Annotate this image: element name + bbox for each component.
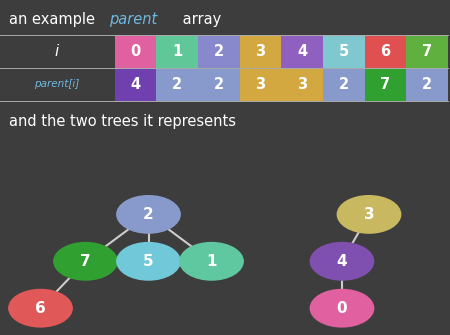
- FancyBboxPatch shape: [157, 35, 198, 68]
- FancyBboxPatch shape: [115, 35, 157, 68]
- Text: 2: 2: [214, 44, 224, 59]
- FancyBboxPatch shape: [323, 68, 364, 100]
- Ellipse shape: [179, 242, 244, 281]
- Text: an example: an example: [9, 12, 99, 27]
- Text: 2: 2: [214, 77, 224, 92]
- Text: 2: 2: [422, 77, 432, 92]
- Text: 3: 3: [256, 44, 266, 59]
- Text: parent: parent: [109, 12, 158, 27]
- FancyBboxPatch shape: [323, 35, 364, 68]
- Text: 2: 2: [143, 207, 154, 222]
- Ellipse shape: [116, 195, 181, 234]
- Text: array: array: [178, 12, 221, 27]
- Text: 6: 6: [35, 301, 46, 316]
- Ellipse shape: [8, 289, 73, 328]
- Text: 0: 0: [337, 301, 347, 316]
- Text: 7: 7: [422, 44, 432, 59]
- FancyBboxPatch shape: [364, 68, 406, 100]
- FancyBboxPatch shape: [115, 68, 157, 100]
- Ellipse shape: [310, 289, 374, 328]
- Text: 4: 4: [130, 77, 140, 92]
- Text: 7: 7: [80, 254, 91, 269]
- Text: 3: 3: [256, 77, 266, 92]
- FancyBboxPatch shape: [198, 68, 239, 100]
- Ellipse shape: [337, 195, 401, 234]
- Ellipse shape: [310, 242, 374, 281]
- FancyBboxPatch shape: [239, 35, 281, 68]
- Text: 2: 2: [172, 77, 182, 92]
- Text: i: i: [54, 44, 58, 59]
- Ellipse shape: [53, 242, 118, 281]
- Ellipse shape: [116, 242, 181, 281]
- FancyBboxPatch shape: [364, 35, 406, 68]
- Text: 1: 1: [172, 44, 182, 59]
- Text: 5: 5: [338, 44, 349, 59]
- FancyBboxPatch shape: [281, 35, 323, 68]
- FancyBboxPatch shape: [239, 68, 281, 100]
- FancyBboxPatch shape: [157, 68, 198, 100]
- FancyBboxPatch shape: [406, 68, 448, 100]
- FancyBboxPatch shape: [198, 35, 239, 68]
- Text: 4: 4: [297, 44, 307, 59]
- FancyBboxPatch shape: [281, 68, 323, 100]
- Text: and the two trees it represents: and the two trees it represents: [9, 114, 236, 129]
- Text: 5: 5: [143, 254, 154, 269]
- Text: parent[i]: parent[i]: [34, 79, 79, 89]
- Text: 3: 3: [297, 77, 307, 92]
- FancyBboxPatch shape: [406, 35, 448, 68]
- Text: 1: 1: [206, 254, 217, 269]
- Text: 2: 2: [338, 77, 349, 92]
- Text: 4: 4: [337, 254, 347, 269]
- Text: 0: 0: [130, 44, 141, 59]
- Text: 6: 6: [380, 44, 391, 59]
- Text: 3: 3: [364, 207, 374, 222]
- Text: 7: 7: [380, 77, 391, 92]
